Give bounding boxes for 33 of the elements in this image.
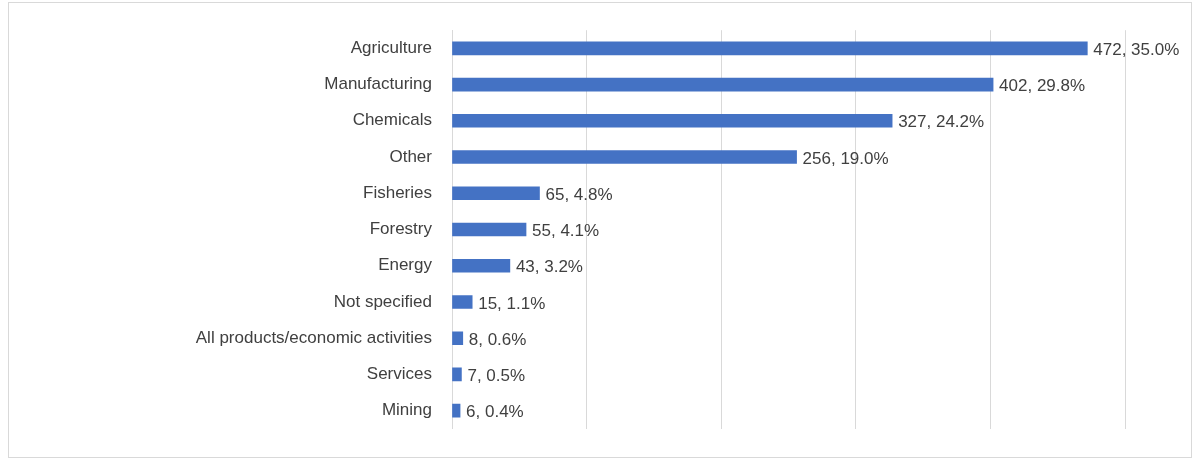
data-label: 7, 0.5% xyxy=(467,366,526,386)
y-tick-label: All products/economic activities xyxy=(195,327,432,347)
bar xyxy=(452,222,527,237)
bar xyxy=(452,186,540,201)
y-tick-label: Fisheries xyxy=(363,182,432,202)
bar xyxy=(452,113,893,128)
y-tick-label: Chemicals xyxy=(352,110,432,130)
data-label: 6, 0.4% xyxy=(466,402,524,422)
data-label: 402, 29.8% xyxy=(999,76,1086,96)
y-tick-label: Mining xyxy=(381,400,432,420)
data-label: 256, 19.0% xyxy=(802,148,889,168)
y-tick-label: Other xyxy=(389,146,433,166)
y-tick-label: Forestry xyxy=(369,219,433,239)
y-tick-label: Services xyxy=(366,364,432,384)
y-tick-label: Manufacturing xyxy=(324,74,432,94)
data-label: 65, 4.8% xyxy=(545,184,613,204)
data-label: 15, 1.1% xyxy=(478,293,546,313)
data-label: 8, 0.6% xyxy=(468,329,527,349)
bar xyxy=(452,367,462,382)
y-tick-label: Agriculture xyxy=(350,38,432,58)
bar xyxy=(452,295,473,309)
bar xyxy=(452,77,994,92)
data-label: 43, 3.2% xyxy=(515,257,583,277)
data-label: 327, 24.2% xyxy=(898,112,985,132)
y-tick-label: Energy xyxy=(378,255,433,275)
data-label: 472, 35.0% xyxy=(1093,40,1180,60)
bar xyxy=(452,331,464,346)
data-label: 55, 4.1% xyxy=(532,221,600,241)
bar xyxy=(452,258,511,273)
bar xyxy=(452,41,1088,56)
bar xyxy=(452,150,797,164)
y-tick-label: Not specified xyxy=(333,291,432,311)
bar xyxy=(452,403,461,418)
